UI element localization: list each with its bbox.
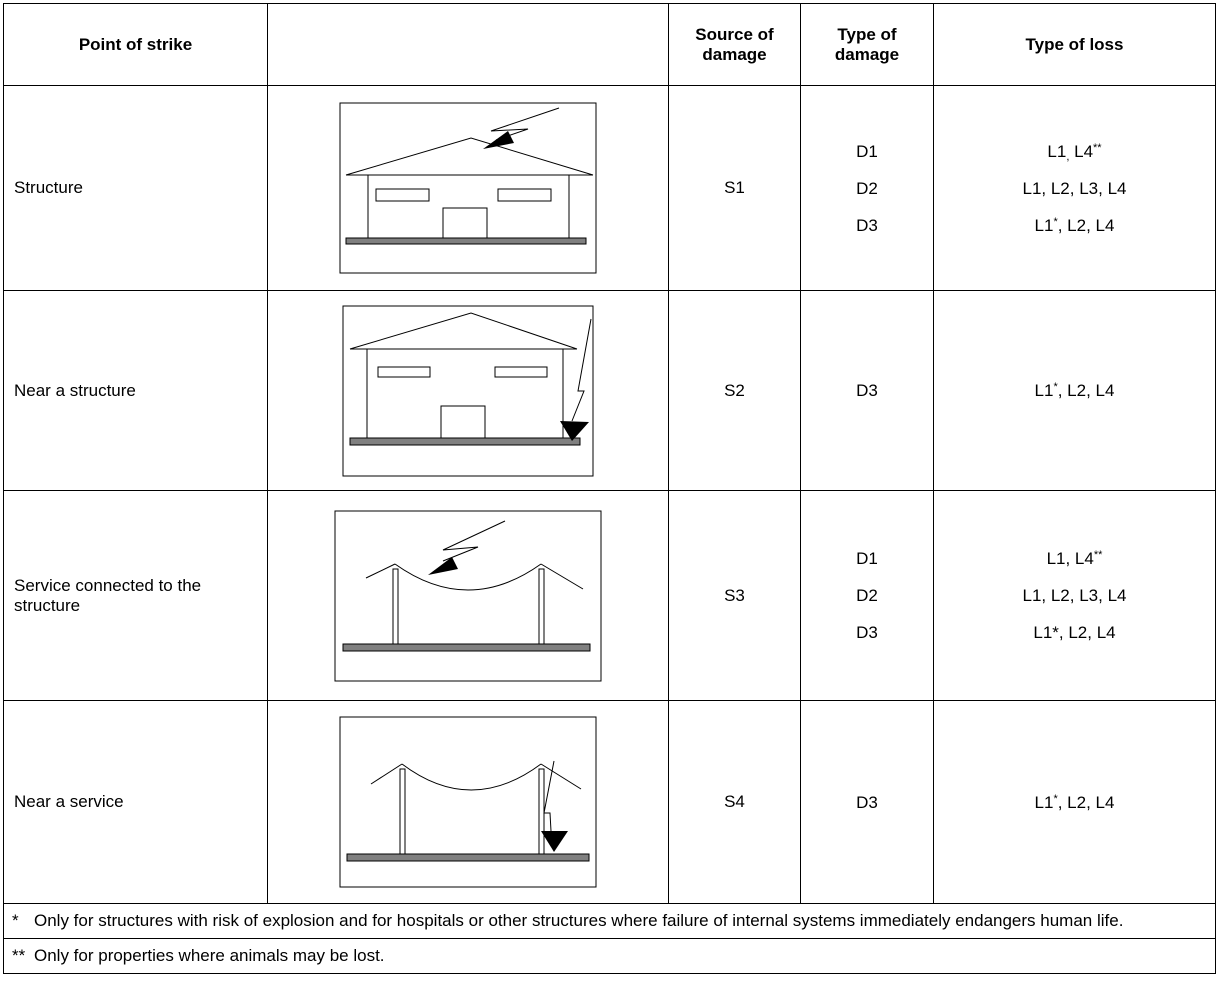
type-of-loss: L1, L4** L1, L2, L3, L4 L1*, L2, L4 <box>933 85 1216 291</box>
loss-text: L1, L2, L3, L4 <box>1022 178 1127 198</box>
loss-text: L1, L4 <box>1046 549 1094 568</box>
point-of-strike: Near a structure <box>3 290 268 491</box>
loss-text: * <box>1053 792 1058 805</box>
loss-text: ** <box>1093 549 1103 561</box>
loss-line: L1*, L2, L4 <box>944 784 1205 821</box>
loss-text: ** <box>1093 141 1102 154</box>
damage-line: D3 <box>856 215 878 235</box>
loss-line: L1, L2, L3, L4 <box>944 170 1205 207</box>
footnote-text: Only for structures with risk of explosi… <box>34 911 1124 930</box>
point-of-strike: Near a service <box>3 700 268 904</box>
loss-line: L1, L4** <box>944 540 1205 577</box>
header-cell: Type of loss <box>933 3 1216 86</box>
footnote-mark: ** <box>12 946 26 965</box>
loss-text: L4 <box>1069 141 1094 161</box>
damage-line: D1 <box>856 549 878 568</box>
illustration <box>339 716 597 888</box>
type-of-loss: L1*, L2, L4 <box>933 290 1216 491</box>
footnote-text: Only for properties where animals may be… <box>34 946 385 965</box>
loss-text: * <box>1053 381 1058 393</box>
header-row: Point of strike Source of damage Type of… <box>3 3 1216 86</box>
loss-text: , <box>1066 150 1070 163</box>
damage-line: D1 <box>856 141 878 161</box>
loss-text: L1*, L2, L4 <box>1033 623 1116 642</box>
loss-line: L1*, L2, L4 <box>944 207 1205 244</box>
point-of-strike: Service connected to the structure <box>3 490 268 701</box>
loss-text: , L2, L4 <box>1057 792 1115 812</box>
loss-text: L1 <box>1047 141 1067 161</box>
footnote-row: * Only for structures with risk of explos… <box>3 903 1216 939</box>
type-of-damage: D3 <box>800 700 934 904</box>
loss-text: L1 <box>1034 792 1054 812</box>
illustration-cell <box>267 490 669 701</box>
loss-text: * <box>1053 215 1058 228</box>
illustration <box>342 305 594 476</box>
damage-line: D2 <box>856 178 878 198</box>
source-of-damage: S4 <box>668 700 801 904</box>
type-of-damage: D1 D2 D3 <box>800 490 934 701</box>
illustration <box>334 510 602 681</box>
footnote: ** Only for properties where animals may … <box>3 938 1216 974</box>
illustration <box>339 102 597 274</box>
header-cell: Source of damage <box>668 3 801 86</box>
footnote-row: ** Only for properties where animals may … <box>3 938 1216 974</box>
type-of-loss: L1, L4** L1, L2, L3, L4 L1*, L2, L4 <box>933 490 1216 701</box>
source-of-damage: S3 <box>668 490 801 701</box>
header-cell <box>267 3 669 86</box>
point-of-strike: Structure <box>3 85 268 291</box>
loss-text: L1 <box>1034 215 1054 235</box>
loss-text: , L2, L4 <box>1057 381 1115 400</box>
illustration-cell <box>267 85 669 291</box>
loss-line: L1, L4** <box>944 133 1205 170</box>
loss-text: L1 <box>1034 381 1054 400</box>
row: Service connected to the structure S3 D1 D… <box>3 490 1216 701</box>
illustration-cell <box>267 700 669 904</box>
type-of-damage: D3 <box>800 290 934 491</box>
damage-line: D3 <box>856 792 878 812</box>
loss-line: L1*, L2, L4 <box>944 614 1205 651</box>
type-of-damage: D1 D2 D3 <box>800 85 934 291</box>
row: Structure S1 D1 D2 D3 L1, L4** L1, L2, L3, L4… <box>3 85 1216 291</box>
source-of-damage: S1 <box>668 85 801 291</box>
footnote-mark: * <box>12 911 19 930</box>
row: Near a structure S2 D3 L1*, L2, L4 <box>3 290 1216 491</box>
damage-line: D3 <box>856 623 878 642</box>
loss-text: , L2, L4 <box>1057 215 1115 235</box>
illustration-cell <box>267 290 669 491</box>
header-cell: Type of damage <box>800 3 934 86</box>
row: Near a service S4 D3 L1*, L2, L4 <box>3 700 1216 904</box>
loss-line: L1*, L2, L4 <box>944 372 1205 409</box>
source-of-damage: S2 <box>668 290 801 491</box>
loss-line: L1, L2, L3, L4 <box>944 577 1205 614</box>
damage-line: D2 <box>856 586 878 605</box>
loss-text: L1, L2, L3, L4 <box>1022 586 1127 605</box>
type-of-loss: L1*, L2, L4 <box>933 700 1216 904</box>
damage-line: D3 <box>856 381 878 400</box>
table-wrap: Point of strike Source of damage Type of… <box>3 3 1216 974</box>
damage-table: Point of strike Source of damage Type of… <box>3 3 1216 974</box>
header-cell: Point of strike <box>3 3 268 86</box>
footnote: * Only for structures with risk of explos… <box>3 903 1216 939</box>
